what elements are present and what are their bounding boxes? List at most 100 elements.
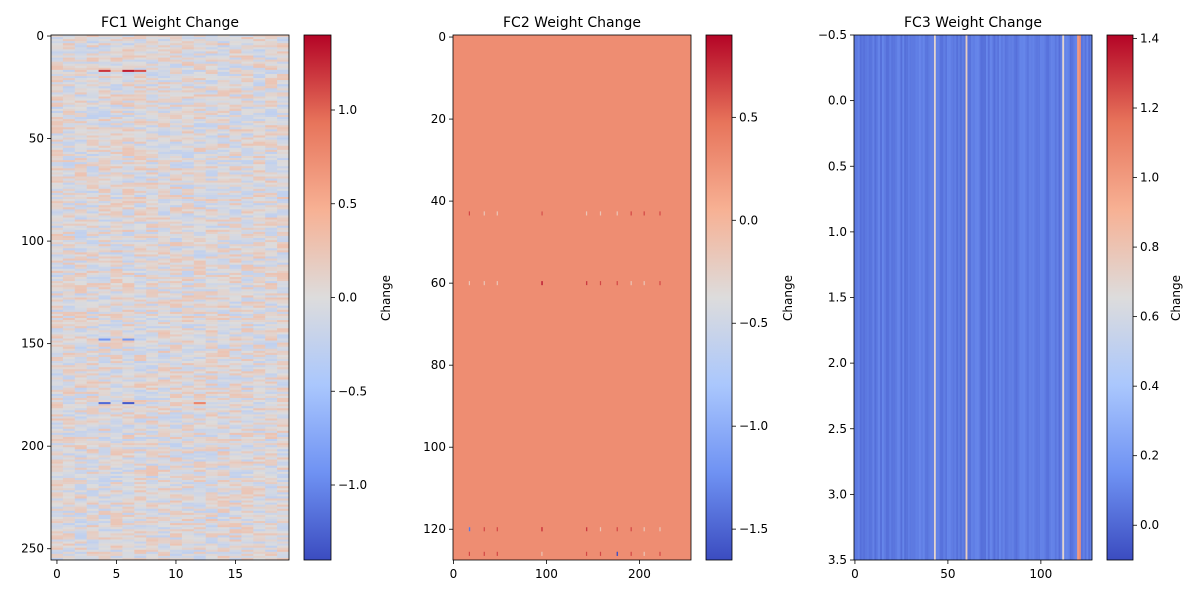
heatmap-cell bbox=[158, 112, 171, 116]
heatmap-cell bbox=[134, 250, 147, 253]
heatmap-cell bbox=[86, 498, 99, 501]
heatmap-cell bbox=[193, 141, 207, 144]
heatmap-cell bbox=[170, 508, 183, 512]
heatmap-cell bbox=[193, 229, 207, 233]
heatmap-cell bbox=[229, 47, 242, 50]
heatmap-cell bbox=[158, 336, 171, 339]
heatmap-cell bbox=[241, 361, 254, 364]
heatmap-cell bbox=[51, 381, 64, 384]
heatmap-cell bbox=[134, 176, 147, 179]
heatmap-cell bbox=[205, 539, 218, 542]
heatmap-cell bbox=[74, 350, 88, 354]
heatmap-cell bbox=[181, 88, 195, 91]
heatmap-cell bbox=[229, 51, 242, 54]
heatmap-cell bbox=[193, 188, 207, 192]
heatmap-cell bbox=[277, 541, 290, 544]
heatmap-cell bbox=[86, 39, 99, 42]
heatmap-cell bbox=[193, 160, 207, 163]
heatmap-cell bbox=[86, 414, 99, 417]
heatmap-cell bbox=[122, 41, 135, 44]
heatmap-cell bbox=[193, 168, 207, 171]
heatmap-cell bbox=[265, 227, 278, 231]
heatmap-cell bbox=[229, 258, 242, 261]
heatmap-cell bbox=[277, 199, 290, 202]
heatmap-cell bbox=[205, 537, 218, 540]
heatmap-cell bbox=[86, 346, 99, 350]
heatmap-cell bbox=[51, 178, 64, 181]
heatmap-cell bbox=[134, 504, 147, 507]
heatmap-cell bbox=[98, 272, 111, 276]
heatmap-cell bbox=[170, 139, 183, 142]
heatmap-cell bbox=[193, 473, 207, 477]
heatmap-cell bbox=[110, 231, 123, 235]
heatmap-cell bbox=[158, 443, 171, 446]
heatmap-cell bbox=[51, 541, 64, 544]
heatmap-cell bbox=[253, 346, 266, 350]
heatmap-cell bbox=[86, 248, 99, 251]
heatmap-cell bbox=[134, 385, 147, 389]
heatmap-cell bbox=[62, 225, 76, 229]
heatmap-cell bbox=[110, 365, 123, 368]
heatmap-cell bbox=[86, 76, 99, 79]
heatmap-cell bbox=[193, 428, 207, 432]
heatmap-cell bbox=[205, 59, 218, 62]
heatmap-cell bbox=[110, 260, 123, 263]
heatmap-cell bbox=[277, 518, 290, 522]
heatmap-cell bbox=[170, 332, 183, 335]
heatmap-cell bbox=[146, 283, 159, 286]
heatmap-cell bbox=[253, 477, 266, 481]
heatmap-cell bbox=[122, 531, 135, 534]
heatmap-cell bbox=[62, 498, 76, 501]
heatmap-cell bbox=[86, 512, 99, 516]
heatmap-cell bbox=[158, 213, 171, 216]
heatmap-cell bbox=[74, 223, 88, 227]
heatmap-cell bbox=[62, 194, 76, 198]
heatmap-cell bbox=[217, 441, 230, 444]
heatmap-cell bbox=[98, 258, 111, 261]
heatmap-cell bbox=[229, 160, 242, 163]
heatmap-cell bbox=[98, 110, 111, 114]
heatmap-cell bbox=[146, 324, 159, 327]
heatmap-cell bbox=[205, 395, 218, 399]
heatmap-cell bbox=[98, 344, 111, 348]
heatmap-cell bbox=[229, 389, 242, 393]
heatmap-cell bbox=[98, 383, 111, 386]
heatmap-cell bbox=[170, 402, 183, 405]
heatmap-cell bbox=[86, 340, 99, 343]
heatmap-cell bbox=[217, 523, 230, 526]
heatmap-cell bbox=[181, 443, 195, 446]
heatmap-cell bbox=[253, 512, 266, 516]
heatmap-cell bbox=[170, 51, 183, 54]
heatmap-cell bbox=[146, 315, 159, 319]
heatmap-cell bbox=[205, 350, 218, 354]
heatmap-cell bbox=[265, 377, 278, 380]
heatmap-cell bbox=[74, 309, 88, 313]
heatmap-cell bbox=[74, 102, 88, 106]
heatmap-cell bbox=[158, 184, 171, 188]
heatmap-cell bbox=[122, 494, 135, 497]
heatmap-cell bbox=[110, 106, 123, 110]
heatmap-cell bbox=[74, 231, 88, 235]
heatmap-cell bbox=[98, 412, 111, 415]
heatmap-cell bbox=[170, 471, 183, 475]
heatmap-cell bbox=[86, 110, 99, 114]
heatmap-cell bbox=[146, 297, 159, 300]
heatmap-cell bbox=[193, 127, 207, 130]
heatmap-cell bbox=[229, 121, 242, 124]
heatmap-cell bbox=[62, 143, 76, 147]
heatmap-cell bbox=[74, 480, 88, 483]
heatmap-cell bbox=[205, 246, 218, 249]
heatmap-cell bbox=[74, 137, 88, 140]
heatmap-cell bbox=[122, 59, 135, 62]
heatmap-cell bbox=[181, 160, 195, 163]
heatmap-cell bbox=[146, 221, 159, 224]
heatmap-cell bbox=[86, 90, 99, 93]
heatmap-cell bbox=[277, 408, 290, 411]
heatmap-cell bbox=[265, 178, 278, 181]
heatmap-cell bbox=[74, 166, 88, 169]
heatmap-cell bbox=[134, 229, 147, 233]
heatmap-cell bbox=[229, 480, 242, 483]
heatmap-cell bbox=[265, 510, 278, 514]
heatmap-cell bbox=[62, 192, 76, 196]
heatmap-cell bbox=[98, 94, 111, 97]
